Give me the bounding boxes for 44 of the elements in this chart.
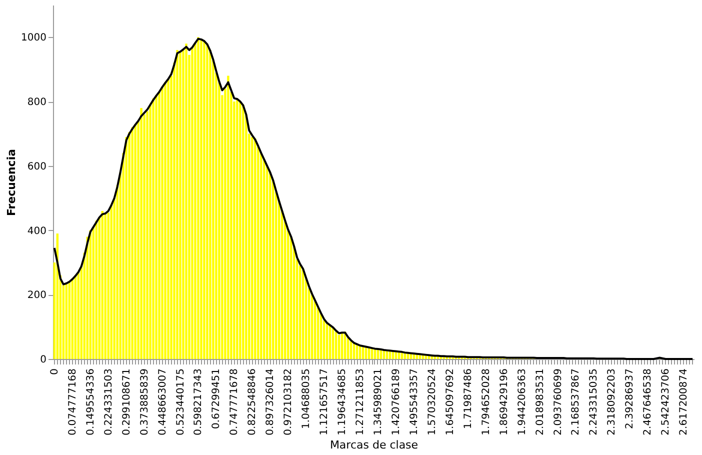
x-tick-label: 2.542423706 <box>660 368 672 436</box>
y-tick-label: 200 <box>27 290 46 302</box>
x-tick-label: 1.196434685 <box>337 368 348 436</box>
x-tick-label: 0.448663007 <box>157 368 168 436</box>
x-axis-title: Marcas de clase <box>330 438 418 452</box>
x-tick-label: 0.149554336 <box>85 368 96 436</box>
x-tick-label: 1.794652028 <box>480 368 492 436</box>
x-tick-label: 0.523440175 <box>175 368 186 436</box>
y-tick-label: 400 <box>27 226 46 237</box>
y-tick-label: 0 <box>40 354 46 366</box>
x-tick-label: 1.121657517 <box>319 368 330 436</box>
x-tick-label: 0.074777168 <box>67 368 78 436</box>
x-tick-label: 2.243315035 <box>588 368 600 436</box>
x-tick-label: 0.822548846 <box>247 368 258 436</box>
x-tick-label: 2.39286937 <box>624 368 636 429</box>
x-tick-label: 2.168537867 <box>570 368 582 436</box>
x-tick-label: 1.570320524 <box>426 368 438 436</box>
x-tick-label: 1.944206363 <box>516 368 528 436</box>
x-tick-label: 0.67299451 <box>211 368 222 429</box>
x-tick-label: 2.467646538 <box>642 368 654 436</box>
x-tick-label: 1.04688035 <box>301 368 312 429</box>
x-tick-label: 2.018983531 <box>534 368 546 436</box>
x-tick-label: 0 <box>49 368 60 375</box>
x-tick-label: 1.71987486 <box>462 368 474 429</box>
x-tick-label: 0.224331503 <box>103 368 114 436</box>
x-tick-label: 0.299108671 <box>121 368 132 436</box>
x-tick-label: 1.495543357 <box>408 368 420 436</box>
x-tick-label: 0.972103182 <box>283 368 294 436</box>
x-tick-label: 1.645097692 <box>444 368 456 436</box>
x-tick-label: 2.617200874 <box>678 368 690 436</box>
y-tick-label: 800 <box>27 97 46 108</box>
x-tick-label: 1.271211853 <box>355 368 366 436</box>
x-tick-label: 0.598217343 <box>193 368 204 436</box>
x-tick-label: 0.747771678 <box>229 368 240 436</box>
x-tick-label: 1.345989021 <box>372 368 384 436</box>
x-tick-label: 0.897326014 <box>265 368 276 436</box>
y-tick-label: 600 <box>27 161 46 172</box>
y-tick-label: 1000 <box>21 32 46 44</box>
x-tick-label: 2.318092203 <box>606 368 618 436</box>
x-tick-label: 1.869429196 <box>498 368 510 436</box>
x-tick-label: 2.093760699 <box>552 368 564 436</box>
x-tick-label: 0.373885839 <box>139 368 150 436</box>
x-tick-label: 1.420766189 <box>390 368 402 436</box>
y-axis-title: Frecuencia <box>5 148 18 216</box>
